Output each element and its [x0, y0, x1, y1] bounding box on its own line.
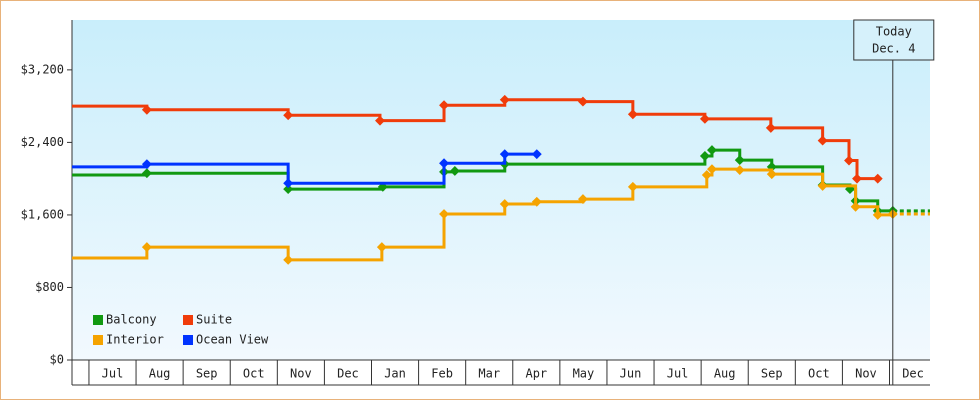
point	[141, 159, 152, 170]
point	[627, 109, 638, 120]
point	[577, 96, 588, 107]
x-tick-label: Apr	[525, 367, 547, 381]
series-line	[72, 98, 878, 181]
point	[531, 149, 542, 160]
point	[852, 173, 862, 184]
point	[439, 158, 449, 169]
point	[699, 151, 710, 161]
x-tick-label: Aug	[149, 367, 171, 381]
point	[577, 194, 588, 205]
x-tick-label: Oct	[243, 367, 265, 381]
today-label: Dec. 4	[872, 42, 915, 56]
x-tick-label: Jun	[620, 367, 642, 381]
legend-swatch	[183, 335, 193, 345]
point	[627, 181, 638, 192]
point	[141, 242, 152, 253]
legend-label: Interior	[106, 333, 164, 347]
point	[283, 184, 294, 195]
point	[765, 122, 776, 133]
x-tick-label: Jan	[384, 367, 406, 381]
legend-swatch	[183, 315, 193, 325]
y-tick-label: $0	[50, 353, 64, 367]
point	[707, 164, 717, 175]
x-tick-label: Jul	[102, 367, 124, 381]
x-tick-label: Feb	[431, 367, 453, 381]
x-tick-label: Jul	[667, 367, 689, 381]
x-tick-label: Dec	[902, 367, 924, 381]
layer: $0 $800 $1,600 $2,400 $3,200 Jul Aug Sep Oct Nov D…	[21, 19, 935, 386]
point	[872, 209, 883, 220]
y-tick-label: $2,400	[21, 135, 64, 149]
point	[283, 254, 294, 265]
point	[439, 209, 449, 219]
today-label: Today	[876, 25, 912, 39]
x-tick-label: Dec	[337, 367, 359, 381]
x-tick-label: Sep	[196, 367, 218, 381]
y-tick-label: $3,200	[21, 62, 64, 76]
today-box	[853, 19, 935, 61]
x-tick-label: Mar	[478, 367, 500, 381]
point	[817, 135, 828, 146]
point	[499, 149, 510, 160]
point	[141, 168, 152, 179]
point	[449, 166, 460, 176]
x-tick-label: Aug	[714, 367, 736, 381]
point	[283, 178, 294, 189]
x-tick-label: Oct	[808, 367, 830, 381]
legend-label: Suite	[196, 313, 232, 327]
point	[734, 165, 745, 176]
x-tick-label: Nov	[290, 367, 312, 381]
legend-label: Ocean View	[196, 333, 269, 347]
legend-swatch	[93, 335, 103, 345]
x-tick-label: Nov	[855, 367, 877, 381]
point	[376, 242, 387, 253]
legend-label: Balcony	[106, 313, 157, 327]
point	[850, 201, 861, 212]
point	[844, 155, 854, 166]
y-tick-label: $800	[35, 280, 64, 294]
point	[872, 173, 883, 184]
y-tick-label: $1,600	[21, 207, 64, 221]
plot-area	[72, 20, 930, 360]
point	[141, 104, 152, 115]
x-tick-label: Sep	[761, 367, 783, 381]
point	[499, 199, 510, 210]
legend-swatch	[93, 315, 103, 325]
point	[817, 180, 828, 191]
point	[699, 113, 710, 124]
point	[707, 145, 717, 156]
point	[766, 169, 777, 180]
point	[734, 155, 745, 166]
x-tick-label: May	[573, 367, 595, 381]
point	[701, 170, 712, 180]
point	[531, 196, 542, 207]
